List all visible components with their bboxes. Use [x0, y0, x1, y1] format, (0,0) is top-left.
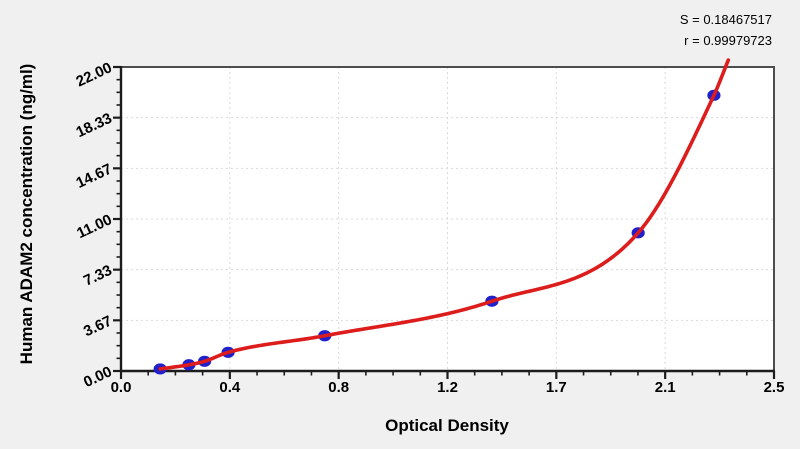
x-tick-label: 1.7 — [546, 379, 567, 396]
x-tick-label: 0.4 — [219, 379, 241, 396]
stat-r-value: r = 0.99979723 — [684, 33, 772, 48]
x-tick-label: 0.0 — [111, 379, 132, 396]
fitted-curve — [158, 58, 731, 371]
x-tick-label: 2.5 — [764, 379, 785, 396]
x-axis-title: Optical Density — [385, 416, 509, 435]
axis-ticks — [113, 65, 776, 379]
x-tick-label: 1.2 — [437, 379, 458, 396]
stat-s-value: S = 0.18467517 — [680, 12, 772, 27]
x-tick-label: 0.8 — [328, 379, 349, 396]
x-tick-label: 2.1 — [655, 379, 676, 396]
y-axis-title: Human ADAM2 concentration (ng/ml) — [17, 64, 36, 365]
x-tick-labels: 0.0 0.4 0.8 1.2 1.7 2.1 2.5 — [111, 379, 785, 396]
gridlines — [121, 67, 774, 371]
